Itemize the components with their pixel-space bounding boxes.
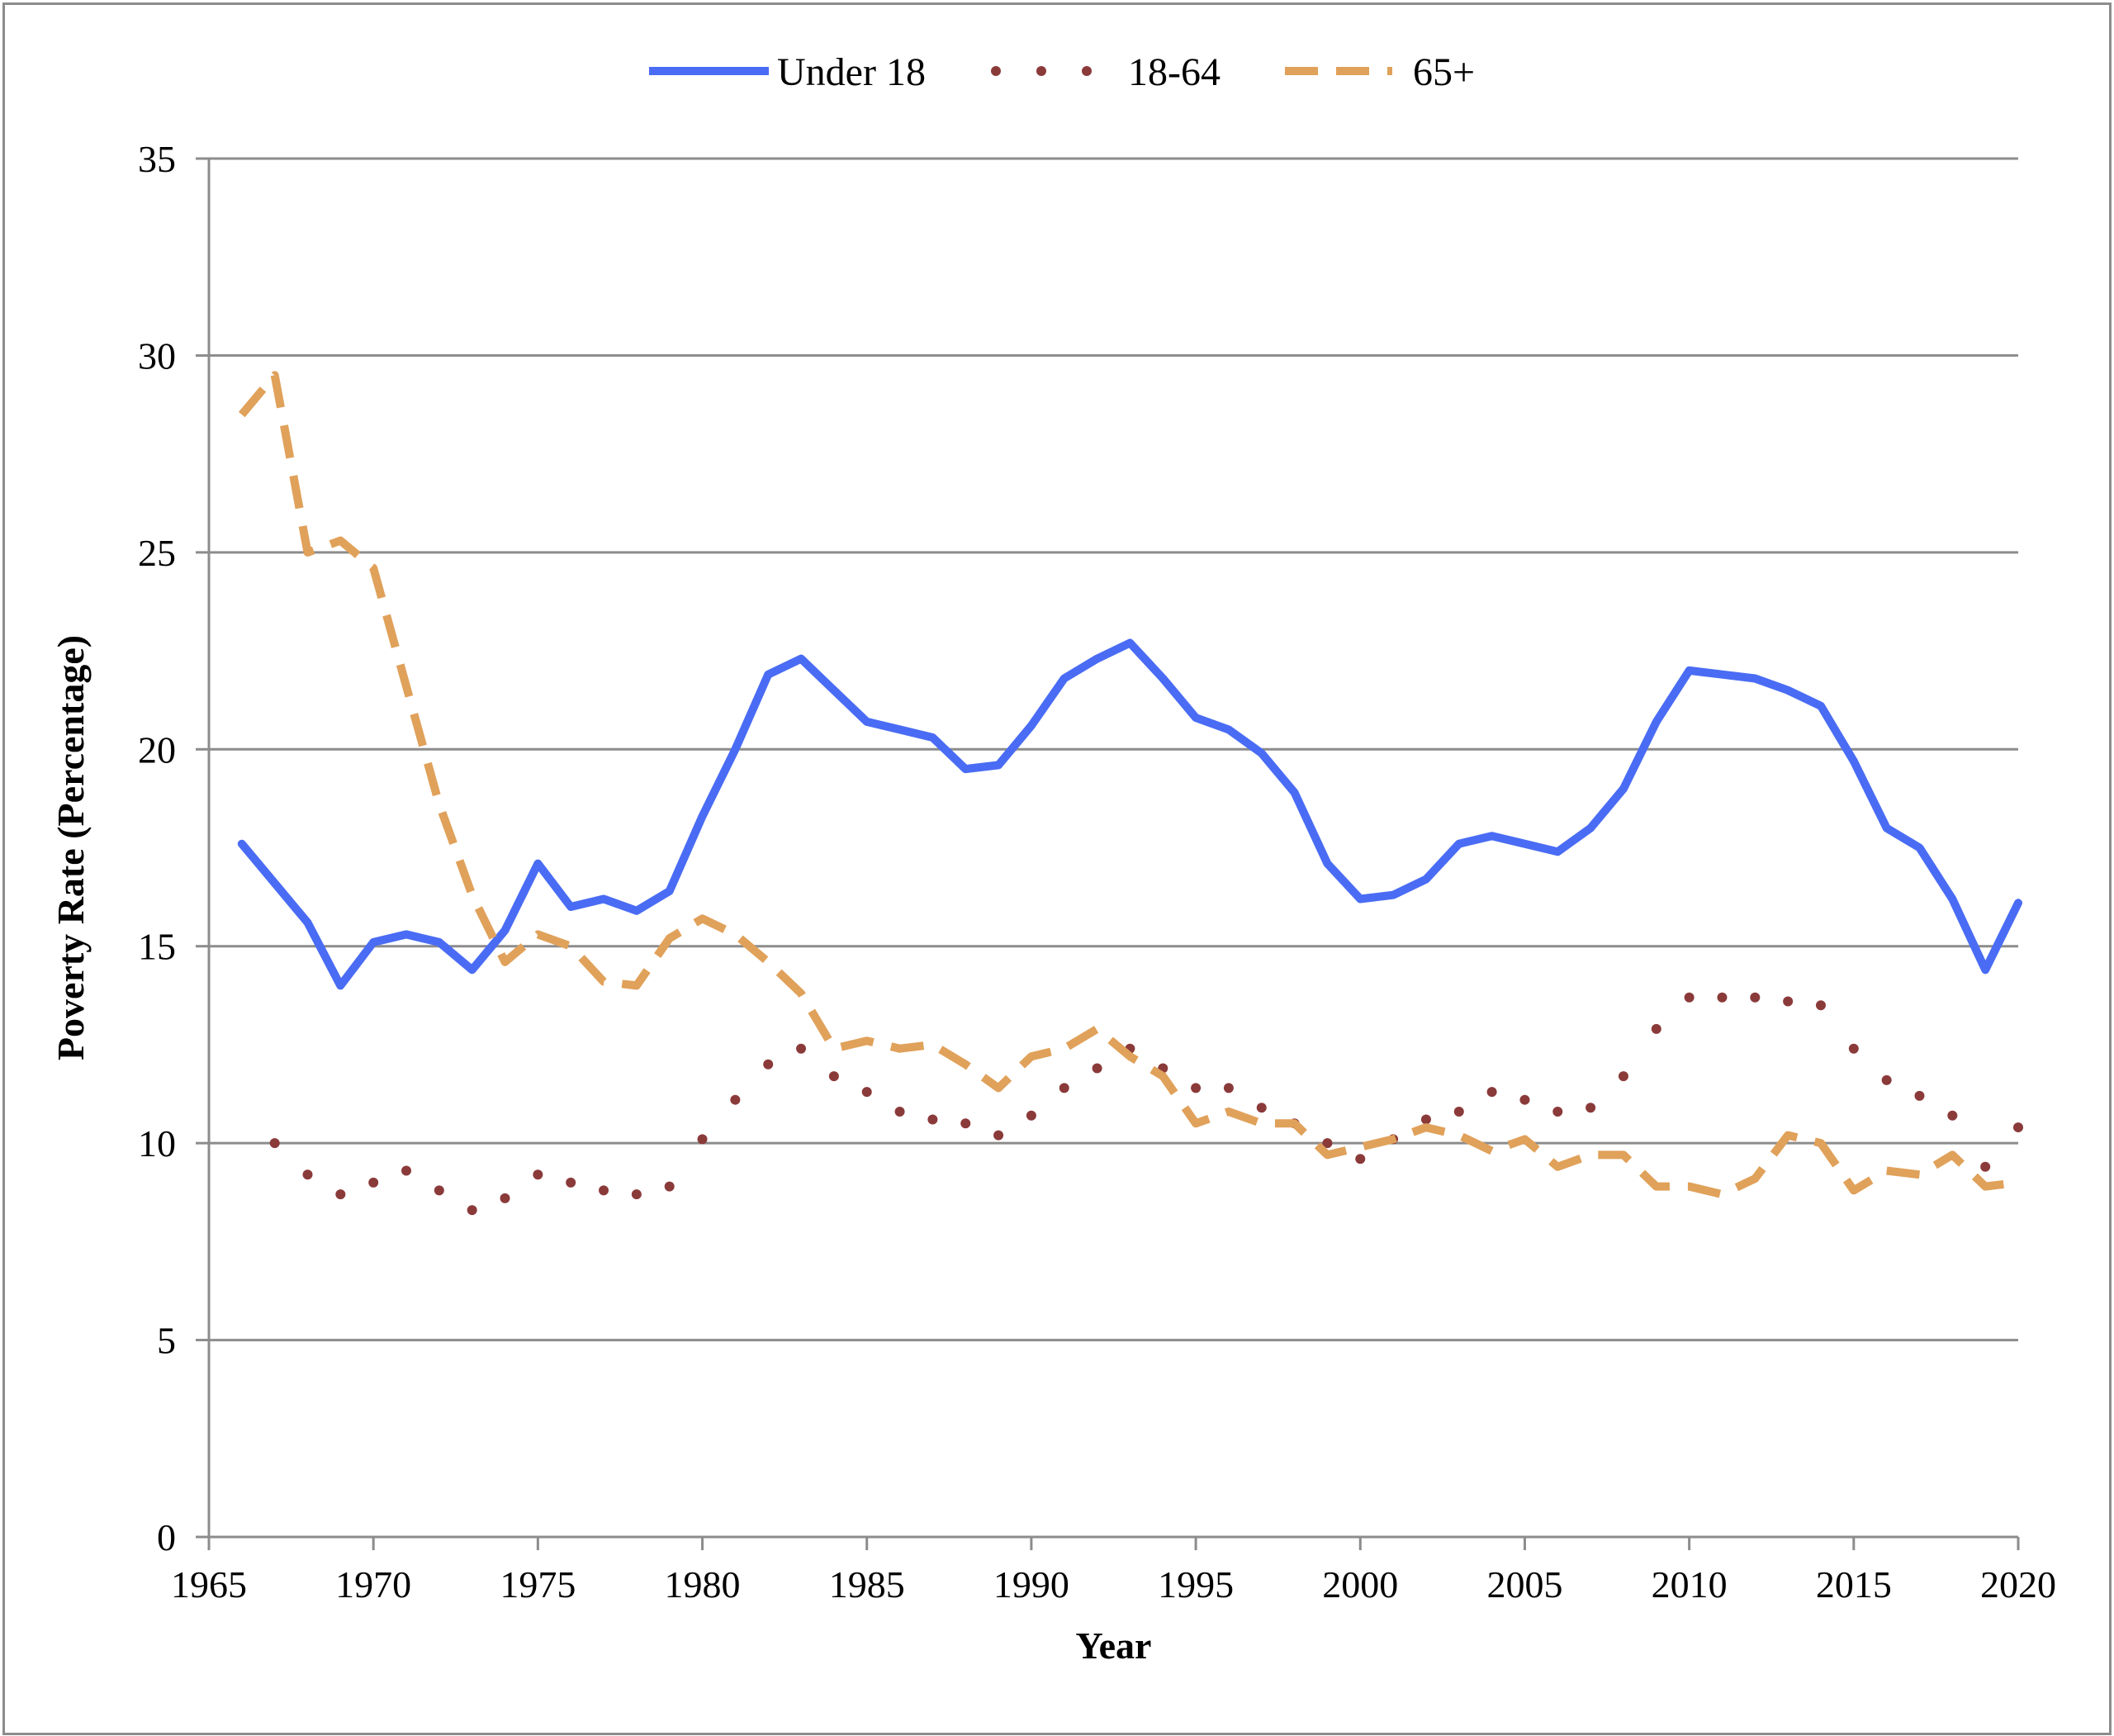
data-point xyxy=(533,1169,543,1180)
data-point xyxy=(1223,1083,1234,1093)
y-tick-label: 10 xyxy=(138,1122,176,1164)
data-point xyxy=(1355,1154,1366,1164)
data-point xyxy=(828,1071,839,1082)
data-point xyxy=(763,1059,774,1070)
legend-item: 18-64 xyxy=(991,50,1221,94)
gridlines xyxy=(209,157,2018,1342)
legend-item: 65+ xyxy=(1285,50,1475,94)
data-point xyxy=(1717,992,1728,1003)
legend-label: Under 18 xyxy=(777,50,926,94)
line-chart: 1965 1970 1975 1980 1985 1990 1995 2000 2005 2010… xyxy=(50,50,2056,1667)
x-tick-label: 1975 xyxy=(500,1563,576,1606)
data-point xyxy=(269,1138,280,1149)
data-point xyxy=(861,1087,872,1098)
data-point xyxy=(927,1114,938,1125)
data-point xyxy=(631,1189,642,1200)
data-point xyxy=(1586,1103,1596,1113)
data-point xyxy=(1815,1000,1826,1011)
series-line xyxy=(237,638,2022,990)
y-tick-label: 20 xyxy=(138,728,176,771)
legend-swatch xyxy=(1036,66,1046,76)
data-point xyxy=(993,1130,1004,1141)
data-point xyxy=(401,1165,412,1176)
legend: Under 18 18-64 65+ xyxy=(649,50,1475,94)
y-tick-label: 5 xyxy=(157,1320,176,1362)
data-point xyxy=(1486,1087,1497,1098)
data-point xyxy=(1947,1110,1958,1121)
series-under-18 xyxy=(237,638,2022,990)
x-tick-label: 1965 xyxy=(171,1563,247,1606)
x-tick-label: 1980 xyxy=(665,1563,741,1606)
x-tick-label: 1990 xyxy=(993,1563,1069,1606)
data-point xyxy=(1750,992,1761,1003)
data-point xyxy=(1881,1074,1892,1085)
x-tick-label: 1985 xyxy=(829,1563,905,1606)
data-point xyxy=(1980,1161,1991,1172)
y-tick-label: 30 xyxy=(138,334,176,377)
series-18-64 xyxy=(269,992,2023,1216)
axes xyxy=(196,157,2020,1550)
data-point xyxy=(730,1094,741,1105)
x-axis-title: Year xyxy=(1076,1625,1152,1667)
data-point xyxy=(1914,1090,1925,1101)
x-tick-labels: 1965 1970 1975 1980 1985 1990 1995 2000 2005 2010… xyxy=(171,1563,2056,1606)
series-line xyxy=(238,371,2019,1199)
legend-swatch xyxy=(991,66,1001,76)
data-point xyxy=(434,1185,444,1196)
y-tick-labels: 0 5 10 15 20 25 30 35 xyxy=(138,138,176,1558)
y-tick-label: 15 xyxy=(138,926,176,968)
x-tick-label: 1995 xyxy=(1158,1563,1234,1606)
x-tick-label: 2010 xyxy=(1652,1563,1728,1606)
data-point xyxy=(1256,1103,1267,1113)
legend-swatch xyxy=(1082,66,1092,76)
data-point xyxy=(1453,1106,1464,1117)
data-point xyxy=(1026,1110,1036,1121)
y-tick-label: 0 xyxy=(157,1516,176,1558)
data-point xyxy=(1618,1071,1628,1082)
data-point xyxy=(1191,1083,1202,1093)
data-point xyxy=(1092,1063,1102,1074)
x-tick-label: 2015 xyxy=(1816,1563,1892,1606)
y-tick-label: 25 xyxy=(138,532,176,574)
data-point xyxy=(335,1189,346,1200)
data-point xyxy=(2013,1122,2023,1133)
data-point xyxy=(467,1205,477,1216)
data-point xyxy=(1420,1114,1431,1125)
data-point xyxy=(566,1177,576,1188)
data-point xyxy=(894,1106,905,1117)
data-point xyxy=(500,1193,510,1203)
data-point xyxy=(599,1185,609,1196)
data-point xyxy=(664,1181,675,1192)
data-point xyxy=(1684,992,1695,1003)
x-tick-label: 2000 xyxy=(1322,1563,1398,1606)
legend-item: Under 18 xyxy=(649,50,926,94)
y-tick-label: 35 xyxy=(138,138,176,180)
data-point xyxy=(1783,996,1794,1007)
data-point xyxy=(1651,1023,1661,1034)
data-point xyxy=(1552,1106,1563,1117)
series-65- xyxy=(238,371,2019,1199)
x-tick-label: 2005 xyxy=(1486,1563,1562,1606)
data-point xyxy=(1848,1043,1859,1054)
data-point xyxy=(368,1177,379,1188)
series-lines xyxy=(237,371,2023,1216)
legend-label: 65+ xyxy=(1413,50,1475,94)
data-point xyxy=(796,1043,807,1054)
data-point xyxy=(1519,1094,1530,1105)
data-point xyxy=(1059,1083,1069,1093)
data-point xyxy=(302,1169,313,1180)
legend-label: 18-64 xyxy=(1128,50,1221,94)
data-point xyxy=(697,1134,708,1145)
data-point xyxy=(1322,1138,1333,1149)
y-axis-title: Poverty Rate (Percentage) xyxy=(50,635,92,1060)
x-tick-label: 1970 xyxy=(335,1563,411,1606)
data-point xyxy=(960,1118,971,1129)
x-tick-label: 2020 xyxy=(1980,1563,2056,1606)
